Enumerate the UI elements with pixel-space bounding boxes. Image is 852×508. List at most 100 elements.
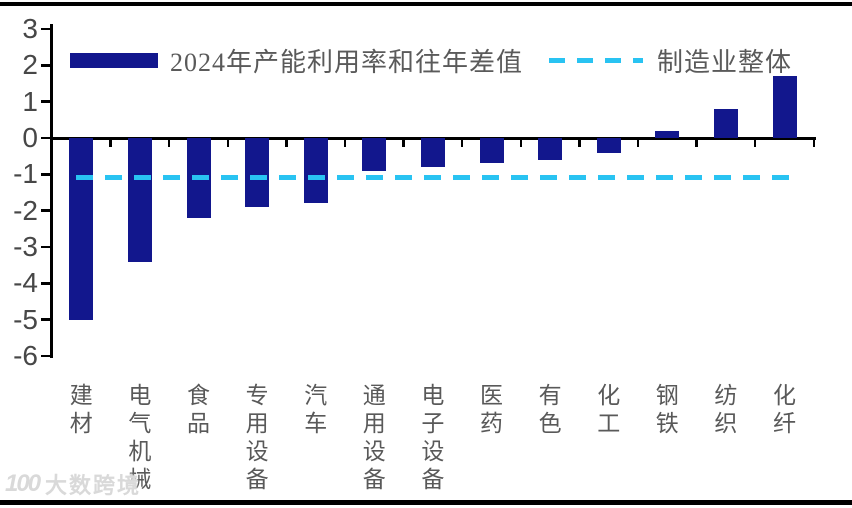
legend-line-label: 制造业整体 [657,47,793,77]
x-category-label-char: 铁 [655,411,679,436]
x-category-label-char: 化 [597,383,621,408]
x-category-label-char: 工 [597,411,621,436]
bar-化工 [596,138,621,153]
bar-有色 [538,138,563,160]
x-tick [519,138,523,147]
x-category-label: 汽车 [287,382,345,438]
y-tick [40,209,50,212]
x-tick [226,138,230,147]
y-axis-line [49,24,53,358]
x-category-label-char: 织 [714,411,738,436]
x-category-label: 建材 [52,382,110,438]
x-category-label-char: 纺 [714,383,738,408]
y-tick-label: -2 [13,194,38,226]
x-category-label-char: 汽 [304,383,328,408]
x-category-label-char: 设 [421,439,445,464]
bar-通用设备 [362,138,387,171]
x-tick [460,138,464,147]
x-tick [812,138,816,147]
x-tick [285,138,288,147]
baseline-dashed-line [76,175,792,181]
x-category-label-char: 材 [69,411,93,436]
x-category-label-char: 钢 [655,383,679,408]
y-tick-label: 1 [22,85,38,117]
x-category-label-char: 气 [128,411,152,436]
bar-电子设备 [420,138,445,168]
x-category-label-char: 品 [187,411,210,436]
x-tick [402,138,405,147]
x-category-label-char: 械 [128,467,152,492]
x-category-label: 通用设备 [345,382,403,494]
x-category-label-char: 纤 [773,411,796,436]
x-category-label: 纺织 [697,382,755,438]
bar-专用设备 [245,138,270,208]
top-border-rule [0,2,852,6]
x-tick [50,138,54,147]
y-tick [40,64,50,67]
y-tick [40,136,50,140]
x-category-label: 化工 [580,382,638,438]
x-category-label-char: 色 [538,411,562,436]
x-category-label: 电气机械 [111,382,169,494]
x-tick [343,138,347,147]
y-tick [40,354,50,358]
y-tick-label: -4 [13,267,38,299]
x-category-label: 有色 [521,382,579,438]
y-tick-label: -3 [13,231,38,262]
y-tick-label: -6 [13,340,38,371]
x-category-label-char: 设 [362,439,386,464]
y-tick [40,173,50,176]
x-tick [636,138,640,147]
x-category-label: 电子设备 [404,382,462,494]
x-category-label-char: 建 [69,383,93,408]
bar-化纤 [772,76,797,138]
x-category-label: 钢铁 [638,382,696,438]
y-tick [40,282,50,285]
y-tick-label: -5 [13,303,38,335]
x-tick [578,138,581,147]
x-category-label-char: 用 [245,411,269,436]
watermark-logo-icon: 100 [5,470,41,497]
x-category-label: 食品 [170,382,228,438]
x-tick [167,138,171,147]
x-category-label-char: 子 [421,411,445,436]
y-tick-label: 0 [22,122,38,153]
y-tick-label: -1 [13,158,38,190]
x-category-label-char: 电 [421,383,445,408]
bottom-border-rule [0,500,852,505]
bar-纺织 [713,108,738,138]
y-tick [40,100,50,103]
x-tick [109,138,112,147]
legend-dash-swatch [549,57,644,63]
x-category-label-char: 设 [245,439,269,464]
y-tick [40,318,50,321]
x-tick [695,138,698,147]
x-category-label-char: 机 [128,439,152,464]
x-category-label-char: 食 [187,383,210,408]
x-category-label-char: 通 [362,383,386,408]
y-tick [40,27,50,31]
watermark: 100 大数跨境 [5,468,141,500]
x-category-label-char: 有 [538,383,562,408]
bar-钢铁 [655,130,680,138]
bar-电气机械 [127,138,152,262]
x-category-label-char: 用 [362,411,386,436]
legend-bar-swatch [70,52,158,68]
x-tick [753,138,757,147]
x-category-label-char: 备 [421,467,445,492]
x-category-label-char: 车 [304,411,328,436]
x-category-label-char: 药 [480,411,503,436]
x-category-label-char: 电 [128,383,152,408]
bar-汽车 [303,138,328,204]
legend: 2024年产能利用率和往年差值 制造业整体 [70,44,793,77]
x-category-label-char: 专 [245,383,269,408]
x-category-label: 专用设备 [228,382,286,494]
y-tick-label: 2 [22,49,38,81]
x-category-label: 医药 [463,382,521,438]
x-category-label-char: 备 [245,467,269,492]
y-tick-label: 3 [22,13,38,44]
x-category-label-char: 化 [773,383,796,408]
legend-bar-label: 2024年产能利用率和往年差值 [170,47,524,77]
